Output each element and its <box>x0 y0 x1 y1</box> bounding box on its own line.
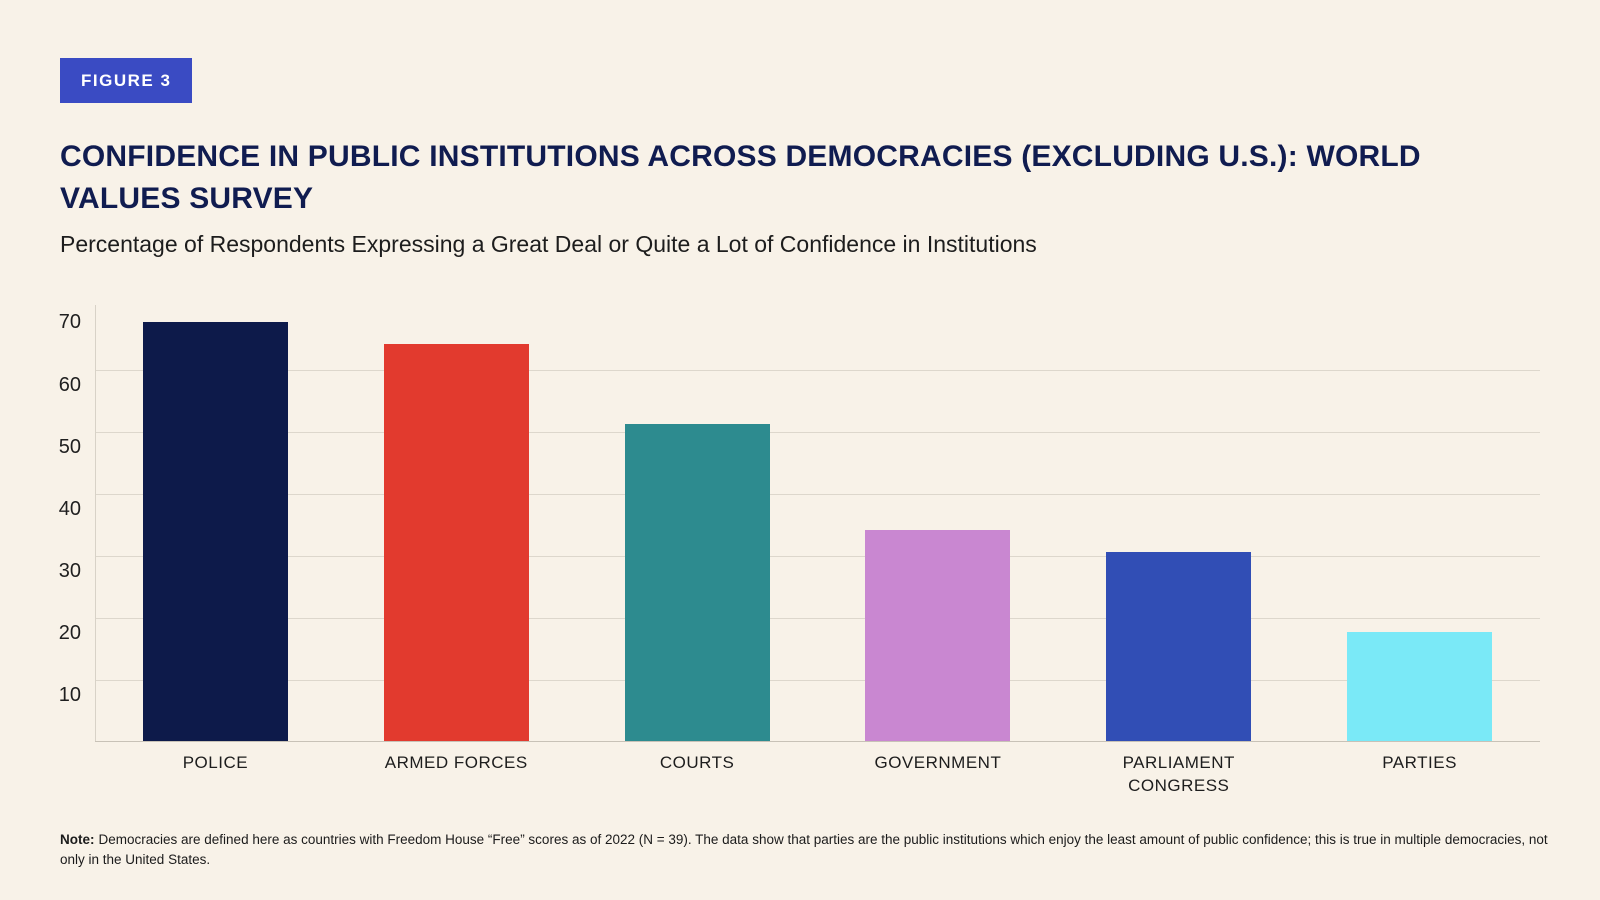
x-axis-baseline <box>95 741 1540 742</box>
gridline-60 <box>95 369 1540 371</box>
y-tick-label-30: 30 <box>58 559 81 582</box>
gridline-20 <box>95 617 1540 619</box>
y-tick-label-40: 40 <box>58 497 81 520</box>
y-axis-line <box>95 305 96 742</box>
bar-police <box>142 321 288 741</box>
x-label-government: GOVERNMENT <box>874 753 1002 772</box>
plot-area: 10 20 30 40 50 60 70 POLICE ARMED FORCES COURTS GO… <box>59 295 1540 795</box>
note-body: Democracies are defined here as countrie… <box>60 832 1548 868</box>
gridline-40 <box>95 493 1540 495</box>
x-label-police: POLICE <box>182 753 249 772</box>
gridline-30 <box>95 555 1540 557</box>
figure-note: Note: Democracies are defined here as cou… <box>60 830 1548 871</box>
y-tick-label-70: 70 <box>58 311 81 334</box>
gridline-10 <box>95 679 1540 681</box>
bar-armed-forces <box>383 343 529 741</box>
figure-badge: FIGURE 3 <box>60 58 193 103</box>
y-tick-label-50: 50 <box>58 435 81 458</box>
y-tick-label-10: 10 <box>58 683 81 706</box>
x-label-parties: PARTIES <box>1382 753 1457 772</box>
bar-government <box>865 529 1011 741</box>
x-label-courts: COURTS <box>659 753 735 772</box>
chart-subtitle: Percentage of Respondents Expressing a G… <box>60 231 1037 257</box>
bar-parliament-congress <box>1106 551 1252 741</box>
gridline-50 <box>95 431 1540 433</box>
x-label-armed-forces: ARMED FORCES <box>384 753 528 772</box>
bar-parties <box>1347 632 1493 741</box>
x-label-parliament-congress: PARLIAMENT CONGRESS <box>1122 753 1235 795</box>
note-prefix: Note: <box>60 832 95 847</box>
bar-courts <box>624 424 770 741</box>
y-tick-label-20: 20 <box>58 621 81 644</box>
chart-title: CONFIDENCE IN PUBLIC INSTITUTIONS ACROSS… <box>60 140 1421 215</box>
y-tick-label-60: 60 <box>58 373 81 396</box>
